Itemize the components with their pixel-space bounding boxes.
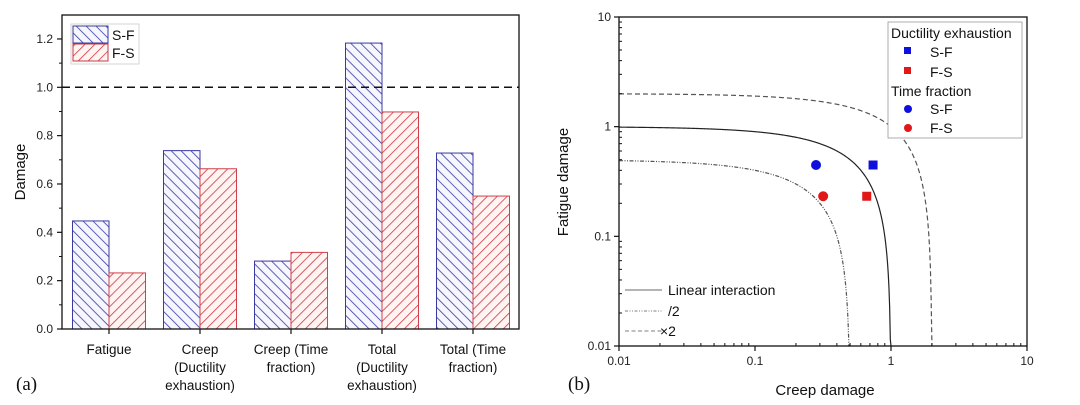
x-tick-label: (Ductility bbox=[356, 360, 408, 375]
panel-label: (b) bbox=[568, 374, 590, 395]
legend-swatch-fs bbox=[72, 43, 109, 62]
curve-2 bbox=[618, 93, 933, 347]
square-marker-icon bbox=[904, 67, 911, 74]
y-tick-label: 0.1 bbox=[594, 229, 611, 243]
bar-s-f bbox=[345, 42, 383, 330]
legend-label: S-F bbox=[930, 101, 953, 117]
legend-swatch-sf bbox=[72, 25, 109, 44]
legend-box bbox=[887, 21, 1023, 139]
data-point-circle bbox=[818, 191, 829, 202]
bar-s-f bbox=[72, 220, 110, 330]
legend-label: Linear interaction bbox=[668, 282, 775, 298]
y-tick-label: 0.0 bbox=[36, 322, 53, 336]
bar-f-s bbox=[108, 272, 146, 330]
bar-f-s bbox=[290, 251, 328, 330]
y-tick-label: 1.2 bbox=[36, 32, 53, 46]
bar-chart-panel: 0.0 0.2 0.4 0.6 0.8 1.0 1.2 Fatigue Creep (Ducti… bbox=[12, 14, 520, 395]
bar-f-s bbox=[381, 111, 419, 330]
y-axis-label: Fatigue damage bbox=[555, 128, 572, 236]
bar-f-s bbox=[199, 168, 237, 330]
x-tick-label: fraction) bbox=[267, 360, 316, 375]
legend-label: ×2 bbox=[660, 323, 676, 339]
legend-label: F-S bbox=[930, 120, 953, 136]
panel-label: (a) bbox=[16, 374, 37, 395]
square-marker-icon bbox=[904, 47, 911, 54]
interaction-diagram-panel: 0.01 0.1 1 10 0.01 0.1 1 10 Fatigue damage Cre… bbox=[555, 10, 1034, 399]
x-tick-label: Fatigue bbox=[86, 342, 131, 357]
curve-2 bbox=[618, 160, 851, 347]
x-tick-label: Total bbox=[368, 342, 397, 357]
marker-legend: Ductility exhaustion S-F F-S Time fracti… bbox=[887, 21, 1023, 139]
circle-marker-icon bbox=[904, 105, 912, 113]
y-axis-label: Damage bbox=[12, 144, 29, 201]
legend-label: /2 bbox=[668, 303, 680, 319]
bar-f-s bbox=[472, 195, 510, 330]
x-axis-label: Creep damage bbox=[775, 382, 874, 399]
y-tick-label: 0.2 bbox=[36, 274, 53, 288]
x-tick-label: 1 bbox=[888, 354, 895, 368]
plot-frame bbox=[618, 16, 1028, 347]
x-tick-label: Creep (Time bbox=[254, 342, 329, 357]
bar-s-f bbox=[254, 260, 292, 330]
data-point-square bbox=[868, 160, 878, 170]
legend-group-title: Time fraction bbox=[891, 83, 971, 99]
bar-s-f bbox=[163, 150, 201, 330]
x-tick-label: fraction) bbox=[449, 360, 498, 375]
bar-s-f bbox=[436, 152, 474, 330]
x-tick-label: exhaustion) bbox=[347, 378, 417, 393]
data-point-square bbox=[862, 191, 872, 201]
legend-label: F-S bbox=[930, 64, 953, 80]
legend-label-sf: S-F bbox=[112, 27, 135, 43]
line-legend: Linear interaction /2 ×2 bbox=[625, 282, 775, 339]
legend: S-F F-S bbox=[70, 23, 140, 65]
x-tick-label: 0.1 bbox=[747, 354, 764, 368]
curve-linear-interaction bbox=[619, 126, 892, 347]
legend-label: S-F bbox=[930, 44, 953, 60]
circle-marker-icon bbox=[904, 124, 912, 132]
y-tick-label: 0.01 bbox=[588, 339, 612, 353]
legend-group-title: Ductility exhaustion bbox=[891, 25, 1012, 41]
x-tick-label: Total (Time bbox=[440, 342, 506, 357]
y-tick-label: 1.0 bbox=[36, 80, 53, 94]
x-tick-label: 0.01 bbox=[607, 354, 631, 368]
y-tick-label: 0.4 bbox=[36, 225, 53, 239]
x-tick-label: exhaustion) bbox=[165, 378, 235, 393]
y-tick-label: 0.6 bbox=[36, 177, 53, 191]
x-tick-label: 10 bbox=[1020, 354, 1034, 368]
legend-label-fs: F-S bbox=[112, 45, 135, 61]
x-tick-label: Creep bbox=[182, 342, 219, 357]
y-tick-label: 1 bbox=[604, 120, 611, 134]
data-point-circle bbox=[811, 160, 822, 171]
y-tick-label: 0.8 bbox=[36, 129, 53, 143]
y-tick-label: 10 bbox=[598, 10, 612, 24]
x-tick-label: (Ductility bbox=[174, 360, 226, 375]
